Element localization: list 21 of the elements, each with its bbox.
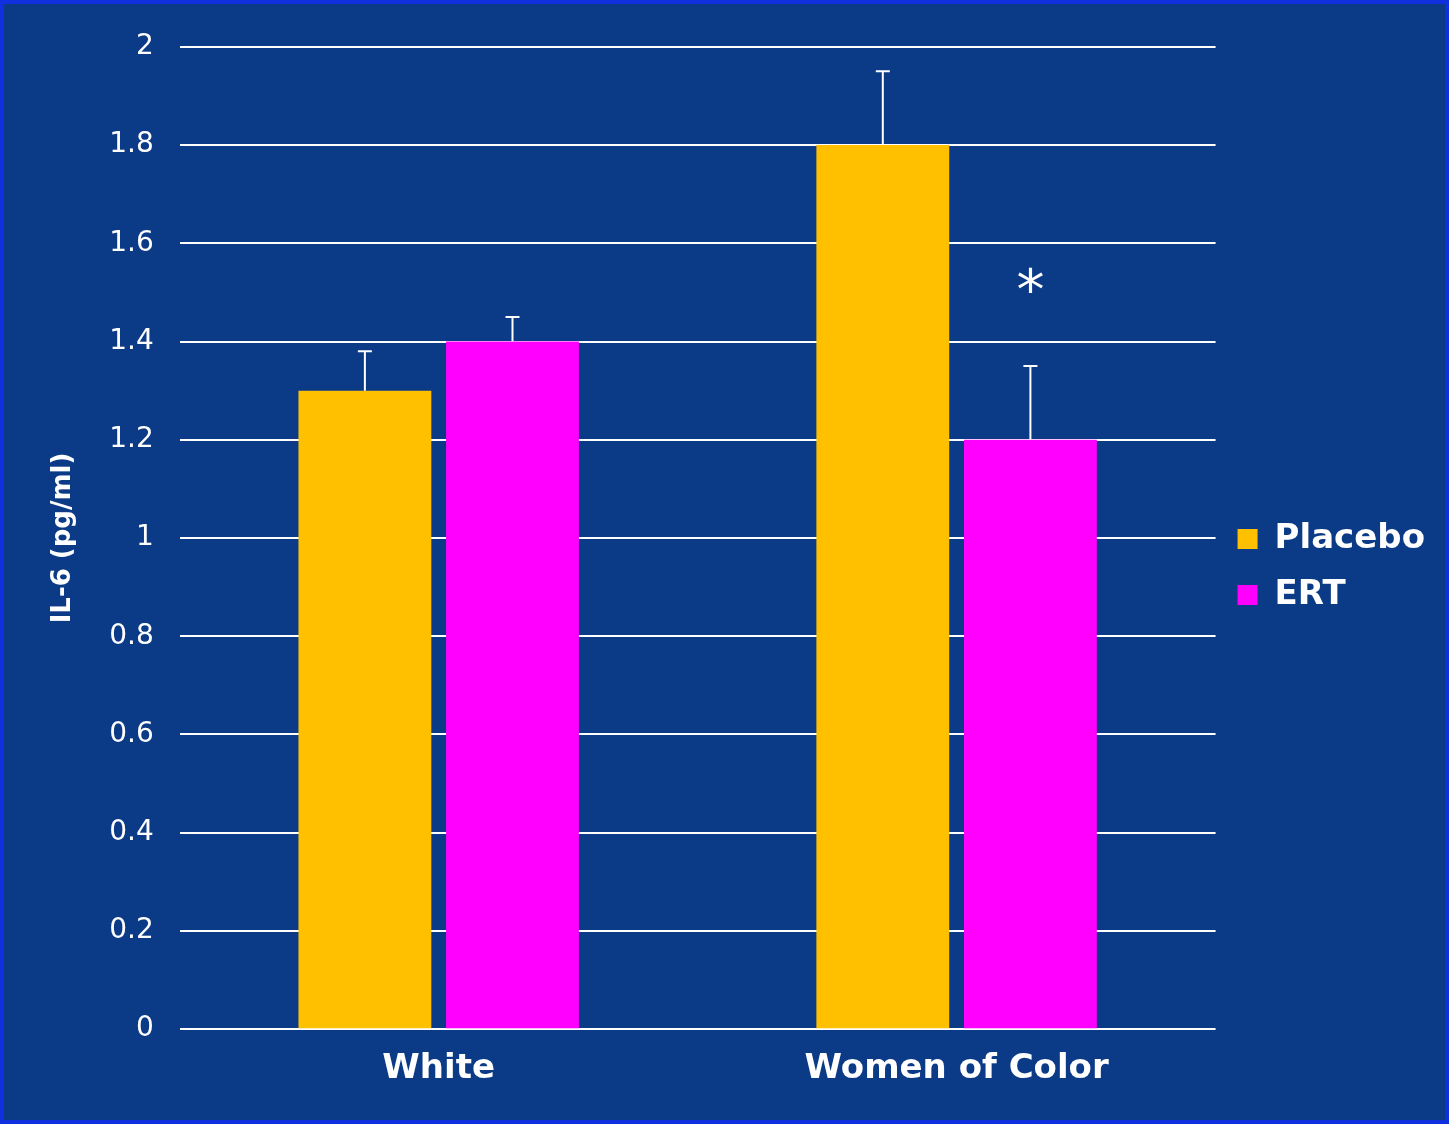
y-tick-label: 0.6 — [109, 715, 154, 749]
bar — [963, 439, 1097, 1029]
legend-label: ERT — [1274, 571, 1347, 612]
y-axis-title: IL-6 (pg/ml) — [46, 452, 77, 624]
y-tick-label: 0 — [135, 1010, 154, 1044]
x-tick-label: Women of Color — [804, 1046, 1109, 1087]
y-tick-label: 0.8 — [109, 617, 154, 651]
x-tick-label: White — [382, 1046, 496, 1087]
annotation: * — [1016, 257, 1045, 323]
y-tick-label: 1.6 — [109, 224, 154, 258]
bar — [816, 145, 950, 1029]
legend-label: Placebo — [1274, 515, 1426, 556]
y-tick-label: 1.8 — [109, 126, 154, 160]
y-tick-label: 2 — [135, 28, 154, 62]
y-tick-label: 1.4 — [109, 322, 154, 356]
y-tick-label: 1 — [135, 519, 154, 553]
y-tick-label: 1.2 — [109, 421, 154, 455]
y-tick-label: 0.4 — [109, 814, 154, 847]
bar — [298, 390, 432, 1029]
bar — [446, 341, 579, 1029]
y-tick-label: 0.2 — [109, 912, 154, 946]
